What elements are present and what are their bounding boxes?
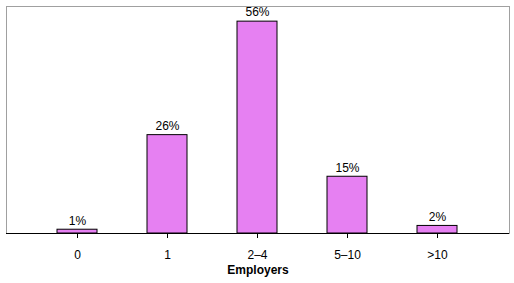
svg-text:56%: 56%: [245, 5, 269, 19]
svg-text:1%: 1%: [69, 214, 87, 228]
svg-text:1: 1: [164, 248, 171, 262]
svg-text:>10: >10: [427, 248, 448, 262]
svg-text:26%: 26%: [155, 119, 179, 133]
svg-text:0: 0: [74, 248, 81, 262]
svg-text:15%: 15%: [335, 161, 359, 175]
svg-text:Employers: Employers: [227, 263, 289, 277]
svg-text:2–4: 2–4: [247, 248, 267, 262]
svg-text:2%: 2%: [429, 210, 447, 224]
svg-text:5–10: 5–10: [334, 248, 361, 262]
